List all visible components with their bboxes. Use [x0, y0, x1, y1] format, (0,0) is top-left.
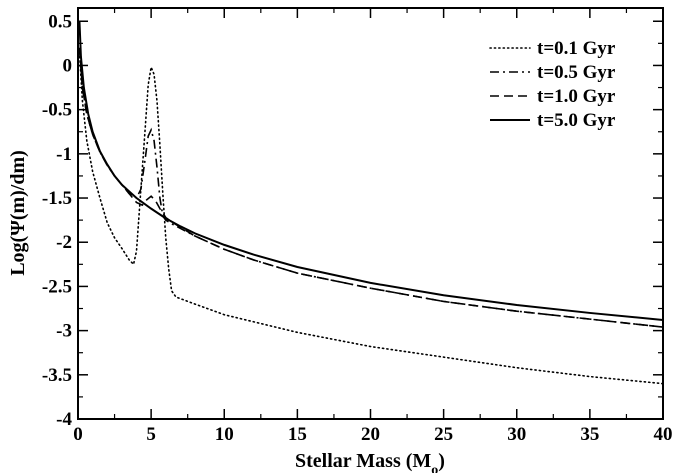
legend-label: t=0.5 Gyr: [537, 62, 616, 83]
legend: t=0.1 Gyr t=0.5 Gyr t=1.0 Gyr t=5.0 Gyr: [489, 38, 616, 131]
series-line: [78, 51, 663, 385]
y-tick-label: -0.5: [42, 100, 72, 121]
x-axis-title: Stellar Mass (Mo): [295, 450, 445, 473]
y-tick-label: -4: [56, 409, 72, 430]
x-axis-title-close: ): [438, 450, 445, 472]
y-tick-label: -1: [56, 144, 72, 165]
series-line: [78, 47, 663, 328]
legend-label: t=5.0 Gyr: [537, 110, 616, 131]
y-tick-label: 0.5: [48, 11, 72, 32]
x-tick-label: 40: [654, 424, 673, 445]
x-tick-label: 25: [434, 424, 453, 445]
y-tick-label: -3: [56, 321, 72, 342]
y-tick-label: -2.5: [42, 276, 72, 297]
x-tick-label: 0: [73, 424, 83, 445]
x-tick-label: 15: [288, 424, 307, 445]
y-tick-label: -3.5: [42, 365, 72, 386]
series-layer: [78, 21, 663, 385]
x-tick-label: 30: [507, 424, 526, 445]
axis-ticks: 0 5 10 15 20 25 30 35 40 0.5 0 -0.5 -1 -1.5 -2 -2.5 -3 -3…: [42, 8, 673, 445]
x-tick-label: 35: [580, 424, 599, 445]
y-tick-label: 0: [63, 55, 73, 76]
y-tick-label: -2: [56, 232, 72, 253]
legend-label: t=1.0 Gyr: [537, 86, 616, 107]
x-tick-label: 10: [215, 424, 234, 445]
legend-label: t=0.1 Gyr: [537, 38, 616, 59]
y-axis-title: Log(Ψ(m)/dm): [7, 150, 29, 276]
y-tick-label: -1.5: [42, 188, 72, 209]
series-line: [78, 21, 663, 322]
x-tick-label: 20: [361, 424, 380, 445]
x-tick-label: 5: [146, 424, 156, 445]
x-axis-title-subscript: o: [431, 463, 438, 473]
